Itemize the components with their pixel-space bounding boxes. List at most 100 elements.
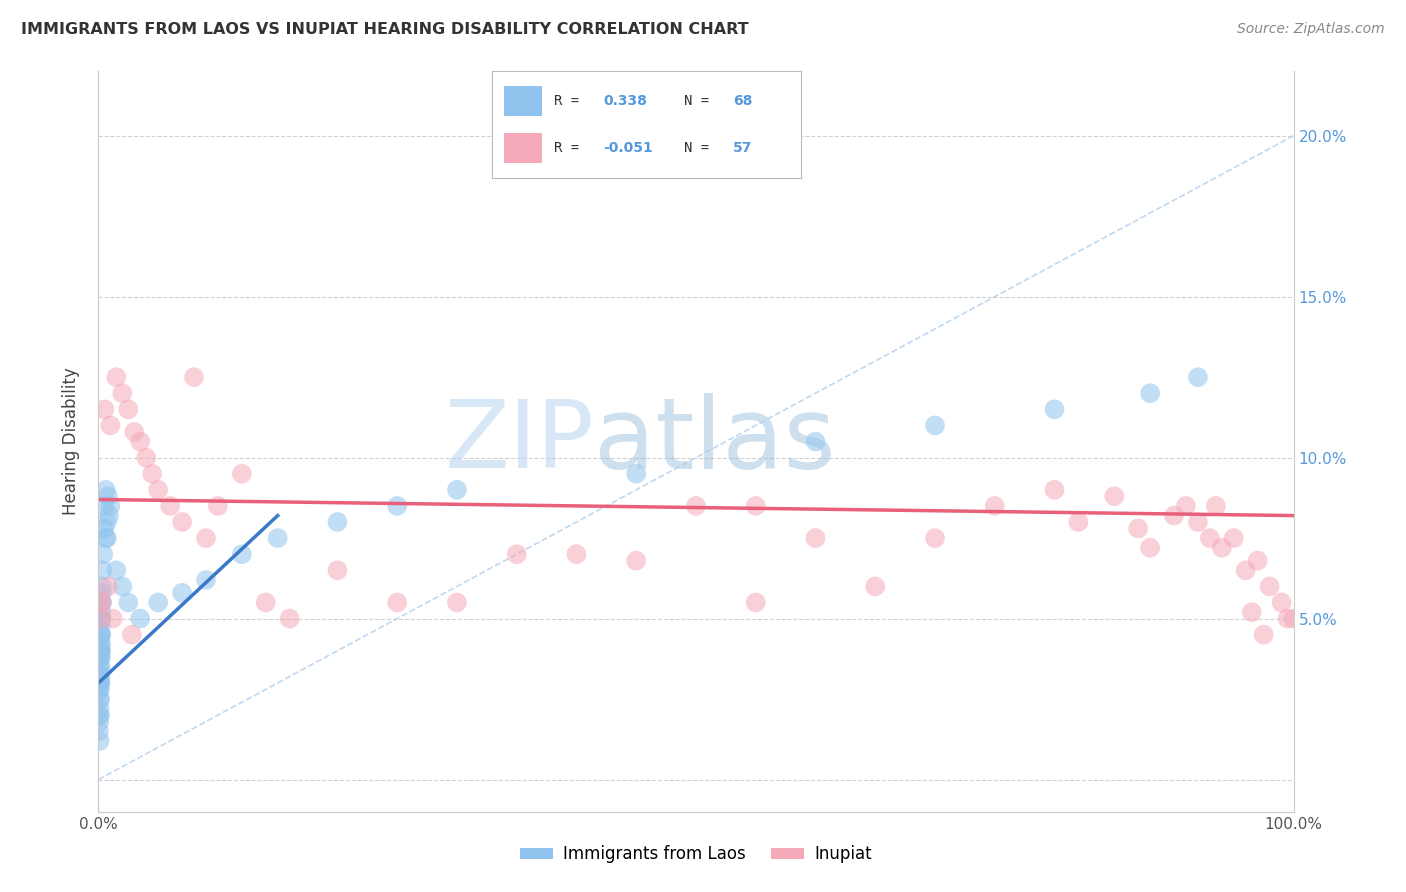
Point bbox=[90, 611, 112, 625]
Point bbox=[89, 692, 111, 706]
Point bbox=[195, 531, 218, 545]
Point bbox=[1240, 605, 1263, 619]
Point bbox=[924, 418, 946, 433]
Point bbox=[89, 714, 111, 729]
Point bbox=[685, 499, 707, 513]
Text: 0.338: 0.338 bbox=[603, 95, 647, 108]
Point bbox=[97, 489, 120, 503]
Point bbox=[93, 402, 115, 417]
Point bbox=[1258, 579, 1281, 593]
Point bbox=[1187, 370, 1209, 384]
Text: R =: R = bbox=[554, 142, 588, 155]
Point bbox=[89, 692, 111, 706]
Point bbox=[1253, 628, 1275, 642]
Point bbox=[96, 515, 118, 529]
Bar bbox=[505, 87, 541, 116]
Point bbox=[98, 508, 121, 523]
Point bbox=[1205, 499, 1227, 513]
Point bbox=[1043, 483, 1066, 497]
Text: atlas: atlas bbox=[595, 393, 837, 490]
Point bbox=[89, 734, 111, 748]
Point bbox=[326, 563, 349, 577]
Point bbox=[89, 595, 111, 609]
Y-axis label: Hearing Disability: Hearing Disability bbox=[62, 368, 80, 516]
Point bbox=[90, 644, 112, 658]
Point bbox=[446, 595, 468, 609]
Point bbox=[87, 724, 110, 739]
Text: R =: R = bbox=[554, 95, 588, 108]
Point bbox=[865, 579, 887, 593]
Point bbox=[1271, 595, 1294, 609]
Point bbox=[89, 669, 111, 683]
Point bbox=[91, 563, 114, 577]
Point bbox=[804, 434, 827, 449]
Point bbox=[1175, 499, 1198, 513]
Point bbox=[90, 611, 112, 625]
Point bbox=[183, 370, 205, 384]
Point bbox=[626, 554, 648, 568]
Point bbox=[924, 531, 946, 545]
Text: -0.051: -0.051 bbox=[603, 142, 654, 155]
Point bbox=[506, 547, 529, 561]
Point bbox=[1277, 611, 1299, 625]
Point bbox=[326, 515, 349, 529]
Point bbox=[1067, 515, 1090, 529]
Point bbox=[98, 499, 122, 513]
Point bbox=[446, 483, 468, 497]
Point bbox=[87, 676, 110, 690]
Point bbox=[121, 628, 143, 642]
Point bbox=[91, 579, 114, 593]
Point bbox=[90, 595, 112, 609]
Point bbox=[148, 595, 170, 609]
Text: IMMIGRANTS FROM LAOS VS INUPIAT HEARING DISABILITY CORRELATION CHART: IMMIGRANTS FROM LAOS VS INUPIAT HEARING … bbox=[21, 22, 749, 37]
Point bbox=[96, 531, 118, 545]
Point bbox=[267, 531, 290, 545]
Point bbox=[105, 563, 128, 577]
Point bbox=[129, 434, 152, 449]
Point bbox=[141, 467, 163, 481]
Point bbox=[89, 708, 111, 723]
Point bbox=[129, 611, 152, 625]
Point bbox=[89, 702, 111, 716]
Point bbox=[98, 418, 122, 433]
Point bbox=[385, 595, 409, 609]
Text: N =: N = bbox=[683, 142, 717, 155]
Text: Source: ZipAtlas.com: Source: ZipAtlas.com bbox=[1237, 22, 1385, 37]
Point bbox=[385, 499, 409, 513]
Point bbox=[135, 450, 157, 465]
Point bbox=[172, 586, 194, 600]
Point bbox=[105, 370, 128, 384]
Text: ZIP: ZIP bbox=[444, 395, 595, 488]
Point bbox=[565, 547, 588, 561]
Point bbox=[90, 637, 112, 651]
Point bbox=[89, 666, 111, 681]
Point bbox=[254, 595, 277, 609]
Point bbox=[1234, 563, 1257, 577]
Point bbox=[90, 618, 112, 632]
Point bbox=[231, 547, 253, 561]
Point bbox=[89, 682, 111, 697]
Point bbox=[159, 499, 181, 513]
Point bbox=[1187, 515, 1209, 529]
Point bbox=[93, 499, 115, 513]
Point bbox=[626, 467, 648, 481]
Point bbox=[90, 628, 112, 642]
Point bbox=[101, 611, 124, 625]
Point bbox=[90, 660, 112, 674]
Point bbox=[124, 425, 146, 439]
Point bbox=[1139, 386, 1161, 401]
Point bbox=[1163, 508, 1185, 523]
Point bbox=[117, 595, 139, 609]
Point bbox=[1211, 541, 1233, 555]
Point bbox=[89, 644, 111, 658]
Point bbox=[148, 483, 170, 497]
Point bbox=[745, 595, 768, 609]
Point bbox=[91, 595, 114, 609]
Point bbox=[117, 402, 139, 417]
Point bbox=[90, 605, 112, 619]
Point bbox=[745, 499, 768, 513]
Point bbox=[90, 595, 112, 609]
Point bbox=[195, 573, 218, 587]
Point bbox=[1247, 554, 1270, 568]
Point bbox=[89, 611, 111, 625]
